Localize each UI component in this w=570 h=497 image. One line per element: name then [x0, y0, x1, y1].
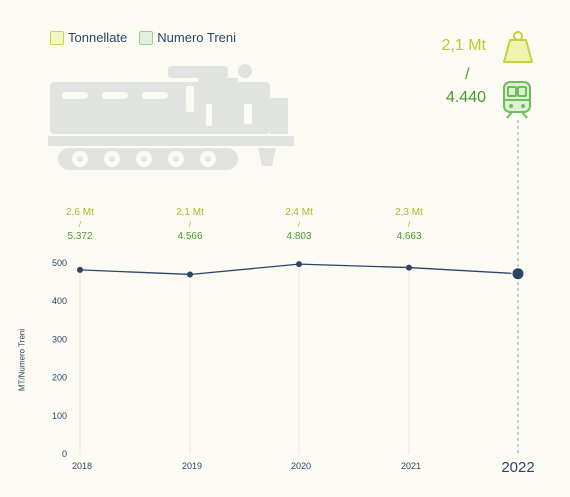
train-icon — [503, 81, 531, 119]
data-point-2022 — [511, 267, 525, 281]
y-tick-label-0: 0 — [62, 449, 67, 459]
y-tick-label-300: 300 — [52, 334, 67, 344]
annotation-slash: / — [407, 220, 411, 229]
annotation-trains: 5.372 — [67, 231, 93, 242]
annotation-tonnes: 2,6 Mt — [66, 207, 94, 218]
data-point-2019 — [187, 271, 193, 278]
highlight-slash: / — [465, 66, 470, 83]
y-tick-label-200: 200 — [52, 373, 67, 383]
legend: Tonnellate Numero Treni — [50, 30, 236, 45]
annotation-trains: 4.663 — [396, 231, 422, 242]
annotation-tonnes: 2,1 Mt — [176, 207, 204, 218]
legend-swatch-numero-treni — [139, 30, 154, 45]
annotation-trains: 4.803 — [286, 231, 312, 242]
y-tick-label-400: 400 — [52, 296, 67, 306]
x-tick-label-2021: 2021 — [401, 461, 421, 471]
annotation-trains: 4.566 — [177, 231, 203, 242]
annotation-slash: / — [78, 220, 82, 229]
weight-icon — [503, 31, 533, 63]
y-tick-label-100: 100 — [52, 411, 67, 421]
data-point-2020 — [296, 261, 302, 268]
highlight-tonnes: 2,1 Mt — [441, 37, 486, 54]
annotation-tonnes: 2,3 Mt — [395, 207, 423, 218]
data-point-2021 — [406, 264, 412, 271]
legend-label-tonnellate: Tonnellate — [68, 30, 128, 45]
annotation-slash: / — [297, 220, 301, 229]
annotation-slash: / — [188, 220, 192, 229]
y-tick-label-500: 500 — [52, 258, 67, 268]
annotation-2021: 2,3 Mt / 4.663 — [379, 207, 439, 243]
legend-swatch-tonnellate — [50, 30, 64, 45]
annotation-2020: 2,4 Mt / 4.803 — [269, 207, 329, 243]
annotation-tonnes: 2,4 Mt — [285, 207, 313, 218]
x-tick-label-2020: 2020 — [291, 461, 311, 471]
x-tick-label-2019: 2019 — [182, 461, 202, 471]
legend-item-numero-treni[interactable]: Numero Treni — [139, 30, 236, 45]
data-point-2018 — [77, 266, 83, 273]
locomotive-illustration — [48, 64, 294, 170]
x-tick-label-2022: 2022 — [501, 459, 534, 476]
highlight-trains: 4.440 — [445, 89, 486, 106]
x-tick-label-2018: 2018 — [72, 461, 92, 471]
annotation-2019: 2,1 Mt / 4.566 — [160, 207, 220, 243]
annotation-2018: 2,6 Mt / 5.372 — [50, 207, 110, 243]
legend-label-numero-treni: Numero Treni — [157, 30, 237, 45]
legend-item-tonnellate[interactable]: Tonnellate — [50, 30, 127, 45]
